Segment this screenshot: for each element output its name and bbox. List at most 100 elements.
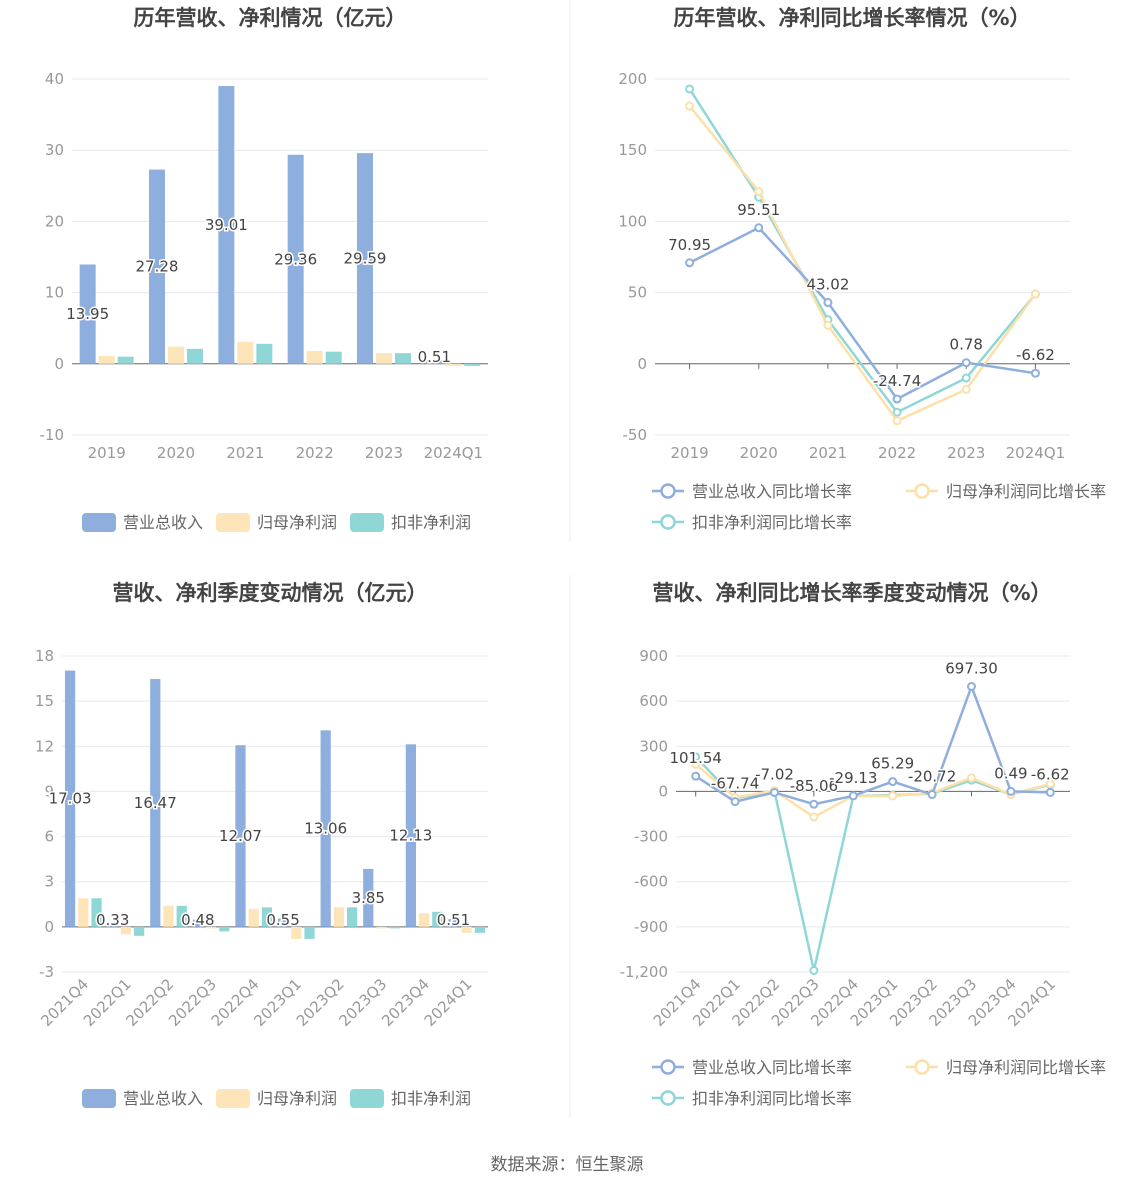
line-point-1	[1045, 779, 1055, 789]
bar-1	[461, 926, 472, 933]
x-tick-label: 2019	[670, 444, 708, 462]
x-tick-label: 2019	[88, 444, 126, 462]
line-point-1	[691, 759, 701, 769]
legend-label: 归母净利润	[257, 513, 337, 532]
bar-0	[79, 264, 96, 364]
data-label: 29.59	[344, 249, 387, 267]
data-label: 0.55	[266, 911, 299, 929]
x-tick-label: 2022	[878, 444, 916, 462]
bar-0	[235, 745, 246, 927]
line-point-1	[823, 320, 833, 330]
bar-2	[219, 926, 230, 932]
legend-label: 扣非净利润	[391, 513, 471, 532]
y-tick-label: 40	[45, 70, 64, 88]
annual-line-chart: 历年营收、净利同比增长率情况（%） -50 0 50 100 150 200 2019 2020…	[618, 6, 1106, 532]
line-point-2	[892, 407, 902, 417]
bar-0	[149, 169, 165, 364]
data-label: 101.54	[669, 749, 722, 767]
line-point-0	[754, 223, 764, 233]
y-tick-label: 12	[35, 737, 54, 755]
legend-swatch	[350, 513, 384, 532]
bar-1	[168, 346, 184, 364]
line-point-0	[892, 394, 902, 404]
y-tick-label: 900	[639, 647, 668, 665]
line-point-0	[1045, 787, 1055, 797]
x-tick-label: 2021	[226, 444, 264, 462]
data-label: 70.95	[668, 236, 711, 254]
chart-title: 历年营收、净利情况（亿元）	[134, 6, 407, 30]
bar-2	[91, 898, 102, 927]
line-point-0	[927, 790, 937, 800]
data-source-footer: 数据来源：恒生聚源	[490, 1155, 644, 1175]
legend-marker	[660, 1059, 676, 1075]
line-point-1	[754, 186, 764, 196]
x-tick-label: 2020	[740, 444, 778, 462]
y-tick-label: 10	[45, 284, 64, 302]
y-tick-label: 0	[54, 355, 64, 373]
legend-label: 归母净利润同比增长率	[946, 1058, 1106, 1077]
data-label: 697.30	[945, 660, 998, 678]
y-tick-label: 30	[45, 141, 64, 159]
data-label: 0.51	[418, 348, 451, 366]
data-label: 0.49	[994, 764, 1027, 782]
chart-title: 营收、净利同比增长率季度变动情况（%）	[652, 581, 1051, 605]
chart-title: 营收、净利季度变动情况（亿元）	[113, 581, 428, 605]
data-label: -67.74	[711, 775, 759, 793]
x-tick-label: 2024Q1	[1006, 444, 1066, 462]
bar-0	[320, 730, 331, 927]
data-label: 39.01	[205, 216, 248, 234]
y-tick-label: 0	[44, 918, 54, 936]
series-line-0	[695, 682, 1051, 806]
bar-1	[237, 341, 254, 364]
line-point-0	[961, 358, 971, 368]
data-label: 65.29	[871, 755, 914, 773]
y-tick-label: -3	[39, 963, 54, 981]
bar-1	[205, 926, 217, 929]
legend-marker	[914, 1059, 930, 1075]
bar-2	[187, 348, 203, 364]
legend-swatch	[82, 1089, 116, 1108]
data-label: -29.13	[829, 769, 877, 787]
line-point-1	[1030, 289, 1040, 299]
data-label: 43.02	[806, 276, 849, 294]
line-point-0	[730, 797, 740, 807]
bar-2	[261, 907, 273, 927]
series-line-1	[694, 763, 1051, 819]
legend: 营业总收入 归母净利润 扣非净利润	[82, 1089, 471, 1108]
x-tick-label: 2023	[365, 444, 403, 462]
data-label: 13.95	[66, 305, 109, 323]
series-line-1	[688, 105, 1037, 423]
line-point-0	[1030, 368, 1040, 378]
bar-1	[163, 905, 174, 927]
bar-1	[445, 363, 462, 366]
line-point-1	[809, 812, 819, 822]
line-point-0	[823, 298, 833, 308]
legend-label: 扣非净利润	[391, 1089, 471, 1108]
bar-2	[176, 905, 187, 927]
data-label: -6.62	[1016, 346, 1055, 364]
y-tick-label: 100	[618, 212, 647, 230]
bar-1	[306, 350, 323, 364]
y-tick-label: -600	[634, 873, 668, 891]
data-label: 0.48	[181, 911, 214, 929]
data-label: 0.51	[437, 911, 470, 929]
quarter-line-chart: 营收、净利同比增长率季度变动情况（%） -1,200 -900 -600 -300 0 30…	[620, 581, 1106, 1108]
legend-swatch	[216, 513, 250, 532]
data-label: 0.33	[96, 911, 129, 929]
bar-1	[98, 355, 115, 364]
y-tick-label: -900	[634, 918, 668, 936]
data-label: 95.51	[737, 201, 780, 219]
line-point-0	[1006, 786, 1016, 796]
data-label: -24.74	[873, 372, 921, 390]
y-tick-label: 3	[44, 873, 54, 891]
y-tick-label: 20	[45, 212, 64, 230]
y-tick-label: 9	[44, 782, 54, 800]
line-point-2	[809, 965, 819, 975]
bar-0	[64, 670, 76, 927]
bar-2	[117, 356, 134, 364]
y-tick-label: 18	[35, 647, 54, 665]
x-tick-label: 2021	[809, 444, 847, 462]
